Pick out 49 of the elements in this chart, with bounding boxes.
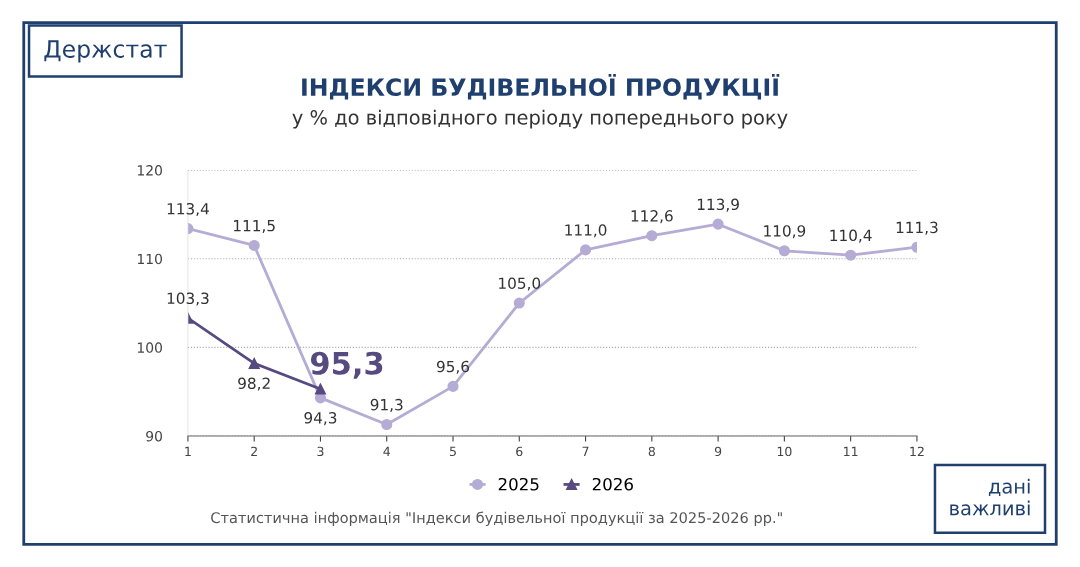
data-label: 94,3 xyxy=(304,412,337,426)
x-tick-label: 12 xyxy=(910,446,924,456)
data-label: 112,6 xyxy=(631,210,673,224)
x-tick-label: 7 xyxy=(582,446,589,456)
data-label: 113,4 xyxy=(167,202,209,217)
chart-subtitle: у % до відповідного періоду попереднього року xyxy=(292,109,788,129)
legend-label: 2025 xyxy=(498,477,539,491)
y-tick-label: 110 xyxy=(137,253,162,265)
data-label: 95,3 xyxy=(310,351,383,379)
point xyxy=(248,357,260,369)
x-tick-label: 1 xyxy=(185,446,191,456)
chart-title: ІНДЕКСИ БУДІВЕЛЬНОЇ ПРОДУКЦІЇ xyxy=(302,73,780,100)
x-tick-label: 11 xyxy=(844,446,858,456)
data-label: 110,9 xyxy=(764,225,806,239)
x-tick-label: 10 xyxy=(777,446,792,457)
data-label: 103,3 xyxy=(167,292,209,306)
data-label: 111,3 xyxy=(896,221,938,235)
legend-label: 2026 xyxy=(592,477,633,491)
y-tick-label: 120 xyxy=(137,165,162,176)
data-label: 111,5 xyxy=(234,220,275,233)
y-tick-label: 90 xyxy=(146,430,162,442)
x-tick-label: 2 xyxy=(251,446,257,456)
text: дані важливі xyxy=(950,478,1030,516)
y-tick-label: 100 xyxy=(137,342,162,353)
x-tick-label: 6 xyxy=(516,446,523,457)
x-tick-label: 9 xyxy=(714,446,722,457)
point xyxy=(712,218,724,230)
data-label: 91,3 xyxy=(370,398,403,412)
point xyxy=(845,249,857,261)
point xyxy=(646,230,658,242)
point xyxy=(314,383,327,395)
x-tick-label: 3 xyxy=(317,446,324,457)
text: Статистична інформація "Індекси будівельної продукції за 2025-2026 рр." xyxy=(211,511,782,526)
point xyxy=(248,239,260,252)
data-label: 110,4 xyxy=(830,229,872,243)
x-tick-label: 5 xyxy=(450,446,456,457)
data-label: 98,2 xyxy=(238,377,270,391)
point xyxy=(447,380,459,392)
text: Держстат xyxy=(44,40,167,63)
data-label: 111,0 xyxy=(565,224,607,238)
x-tick-label: 4 xyxy=(383,446,391,456)
x-tick-label: 8 xyxy=(648,446,655,457)
data-label: 95,6 xyxy=(436,360,470,374)
point xyxy=(381,418,393,431)
data-label: 105,0 xyxy=(499,277,541,291)
point xyxy=(580,244,592,256)
point xyxy=(778,245,790,257)
point xyxy=(513,297,525,309)
data-label: 113,9 xyxy=(697,198,739,212)
